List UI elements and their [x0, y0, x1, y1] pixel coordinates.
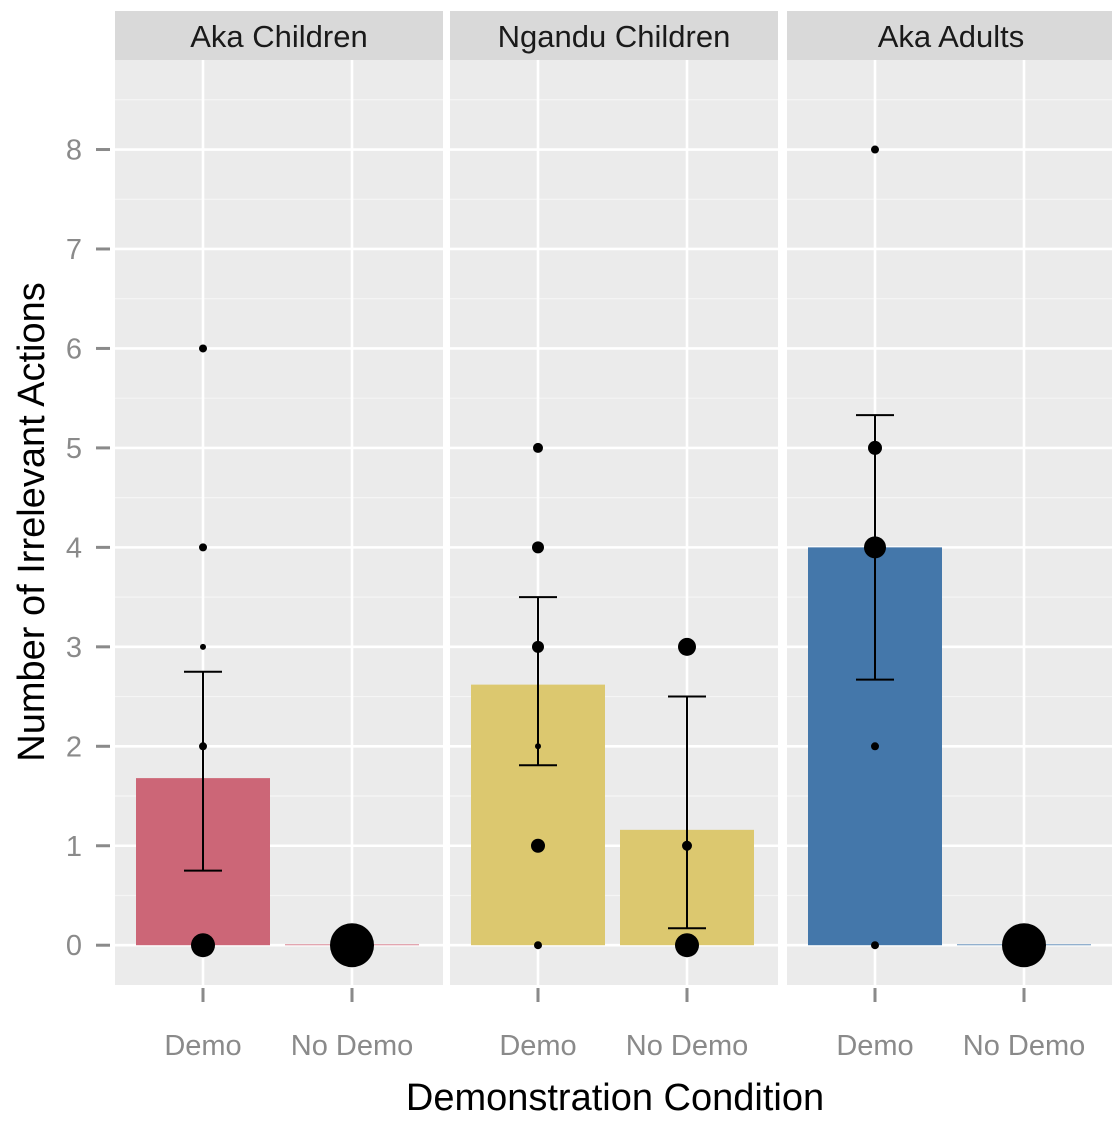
y-tick-label: 4 — [66, 532, 82, 564]
data-point — [532, 541, 544, 554]
error-bar — [184, 670, 222, 872]
data-point — [534, 941, 542, 950]
x-tick-label: No Demo — [626, 1030, 749, 1062]
data-point — [675, 933, 699, 958]
y-tick-label: 1 — [66, 831, 82, 863]
y-tick-label: 7 — [66, 234, 82, 266]
x-tick-label: No Demo — [963, 1030, 1086, 1062]
panel-strip-label: Aka Adults — [878, 19, 1024, 54]
y-axis: 0 1 2 3 4 5 6 7 8 — [66, 135, 110, 962]
data-point — [199, 344, 207, 353]
y-tick-label: 5 — [66, 433, 82, 465]
y-tick-label: 8 — [66, 135, 82, 167]
panel-strip-label: Aka Children — [190, 19, 367, 54]
data-point — [330, 923, 374, 968]
y-tick-label: 6 — [66, 333, 82, 365]
y-tick-label: 2 — [66, 731, 82, 763]
error-bar — [668, 695, 706, 930]
data-point — [678, 637, 696, 656]
x-tick-label: No Demo — [291, 1030, 414, 1062]
x-tick-label: Demo — [836, 1030, 913, 1062]
panel-strip — [787, 11, 1112, 60]
y-tick-label: 0 — [66, 930, 82, 962]
data-point — [1002, 923, 1046, 968]
data-point — [199, 543, 207, 552]
panels-layer: Aka Children Demo No Demo Ngandu Children De… — [115, 11, 1112, 1062]
x-axis-title: Demonstration Condition — [406, 1077, 824, 1119]
panel-strip — [115, 11, 443, 60]
x-tick-label: Demo — [164, 1030, 241, 1062]
y-axis-title: Number of Irrelevant Actions — [11, 282, 53, 761]
panel-2: Ngandu Children Demo No Demo — [450, 11, 778, 1062]
data-point — [191, 933, 215, 958]
data-point — [871, 742, 879, 751]
panel-strip-label: Ngandu Children — [498, 19, 731, 54]
y-tick-label: 3 — [66, 632, 82, 664]
panel-3: Aka Adults Demo No Demo — [787, 11, 1112, 1062]
panel-strip — [450, 11, 778, 60]
data-point — [533, 442, 543, 453]
data-point — [871, 941, 879, 950]
data-point — [200, 643, 206, 650]
error-bar — [519, 596, 557, 767]
data-point — [531, 838, 545, 853]
error-bar — [856, 414, 894, 681]
x-tick-label: Demo — [499, 1030, 576, 1062]
data-point — [871, 145, 879, 154]
panel-1: Aka Children Demo No Demo — [115, 11, 443, 1062]
